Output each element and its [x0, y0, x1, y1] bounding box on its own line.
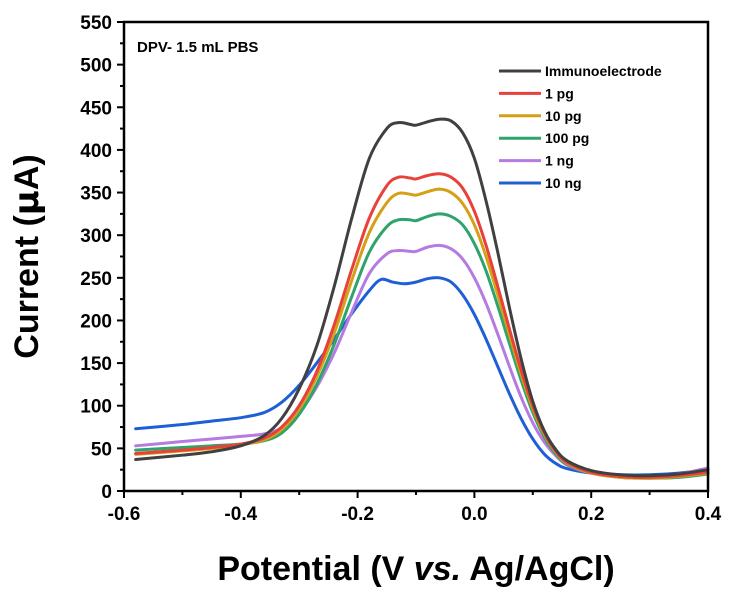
x-tick-label: 0.2 — [578, 504, 604, 525]
chart-annotation: DPV- 1.5 mL PBS — [137, 39, 258, 56]
x-tick-label: 0.4 — [695, 504, 722, 525]
y-tick-label: 0 — [101, 482, 112, 503]
y-axis-title: Current (μA) — [7, 154, 47, 358]
x-tick-label: 0.0 — [461, 504, 487, 525]
series-line — [134, 276, 710, 477]
plot-lines — [134, 117, 710, 480]
legend-label: 100 pg — [545, 130, 589, 146]
y-tick-label: 350 — [80, 184, 112, 205]
x-axis-title: Potential (V vs. Ag/AgCl) — [217, 550, 614, 588]
x-tick-label: -0.4 — [224, 504, 257, 525]
legend-label: 10 pg — [545, 108, 582, 124]
y-tick-label: 450 — [80, 98, 112, 119]
legend-label: 1 pg — [545, 85, 574, 101]
series-line — [134, 187, 710, 480]
y-axis: 0 50 100 150 200 250 300 350 400 450 500 550 — [80, 13, 124, 503]
y-tick-label: 250 — [80, 269, 112, 290]
y-axis-title-part: Current ( — [8, 215, 46, 359]
legend: Immunoelectrode 1 pg 10 pg 100 pg 1 ng 10 ng — [499, 63, 662, 191]
legend-label: 10 ng — [545, 175, 582, 191]
x-tick-label: -0.2 — [341, 504, 374, 525]
x-axis-title-part: Potential (V — [217, 550, 413, 588]
y-tick-label: 200 — [80, 311, 112, 332]
y-tick-label: 550 — [80, 13, 112, 34]
y-tick-label: 50 — [91, 439, 112, 460]
y-tick-label: 500 — [80, 56, 112, 77]
y-tick-label: 150 — [80, 354, 112, 375]
y-tick-label: 300 — [80, 226, 112, 247]
x-axis: -0.6 -0.4 -0.2 0.0 0.2 0.4 — [108, 491, 722, 525]
x-axis-title-part: vs. — [414, 550, 461, 588]
legend-label: Immunoelectrode — [545, 63, 662, 79]
series-line — [134, 117, 710, 478]
y-tick-label: 100 — [80, 397, 112, 418]
legend-label: 1 ng — [545, 153, 574, 169]
x-axis-title-part: Ag/AgCl) — [461, 550, 615, 588]
y-axis-title-part: μ — [7, 190, 47, 215]
x-tick-label: -0.6 — [108, 504, 141, 525]
y-axis-title-part: A) — [8, 154, 46, 190]
y-tick-label: 400 — [80, 141, 112, 162]
